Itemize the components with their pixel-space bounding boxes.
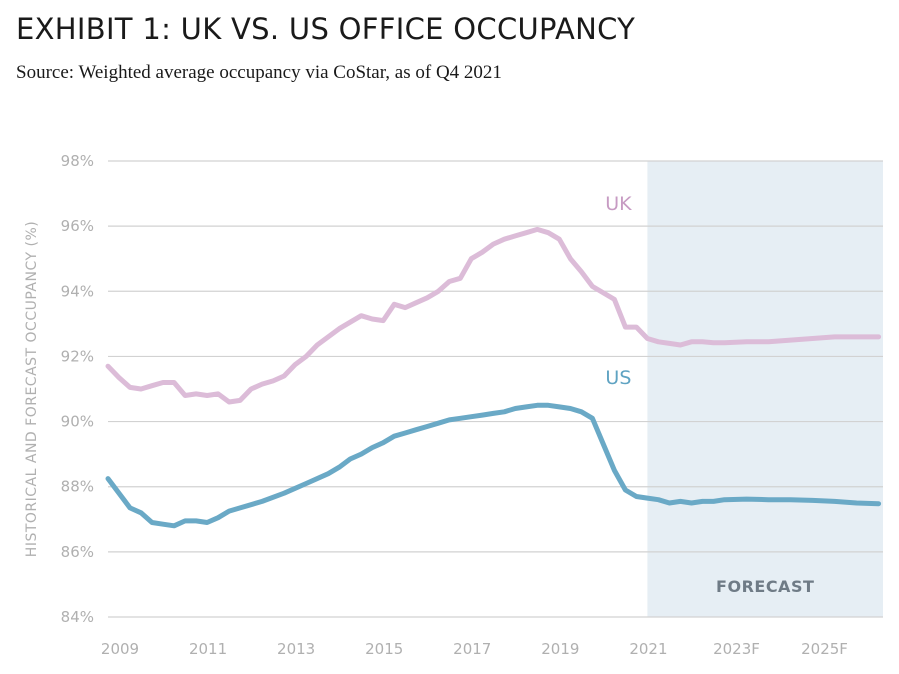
x-tick-label: 2009	[101, 640, 139, 658]
x-tick-label: 2017	[453, 640, 491, 658]
chart-subtitle: Source: Weighted average occupancy via C…	[16, 62, 502, 83]
chart-title: EXHIBIT 1: UK VS. US OFFICE OCCUPANCY	[16, 12, 636, 46]
x-tick-label: 2019	[541, 640, 579, 658]
y-tick-label: 88%	[61, 478, 94, 496]
x-tick-label: 2025F	[801, 640, 848, 658]
x-tick-label: 2013	[277, 640, 315, 658]
series-line-us	[105, 402, 882, 529]
forecast-region	[647, 161, 883, 617]
x-tick-label: 2023F	[713, 640, 760, 658]
y-tick-label: 90%	[61, 413, 94, 431]
y-tick-label: 92%	[61, 347, 94, 365]
y-tick-label: 96%	[61, 217, 94, 235]
series-label-us: US	[605, 367, 631, 389]
x-tick-label: 2011	[189, 640, 227, 658]
series-label-uk: UK	[605, 193, 632, 215]
y-tick-label: 98%	[61, 152, 94, 170]
x-tick-label: 2021	[629, 640, 667, 658]
y-tick-label: 94%	[61, 282, 94, 300]
y-axis-title: HISTORICAL AND FORECAST OCCUPANCY (%)	[24, 221, 40, 557]
x-tick-label: 2015	[365, 640, 403, 658]
series-line-uk	[105, 226, 882, 405]
y-tick-label: 84%	[61, 608, 94, 626]
forecast-label: FORECAST	[716, 577, 814, 596]
y-tick-label: 86%	[61, 543, 94, 561]
